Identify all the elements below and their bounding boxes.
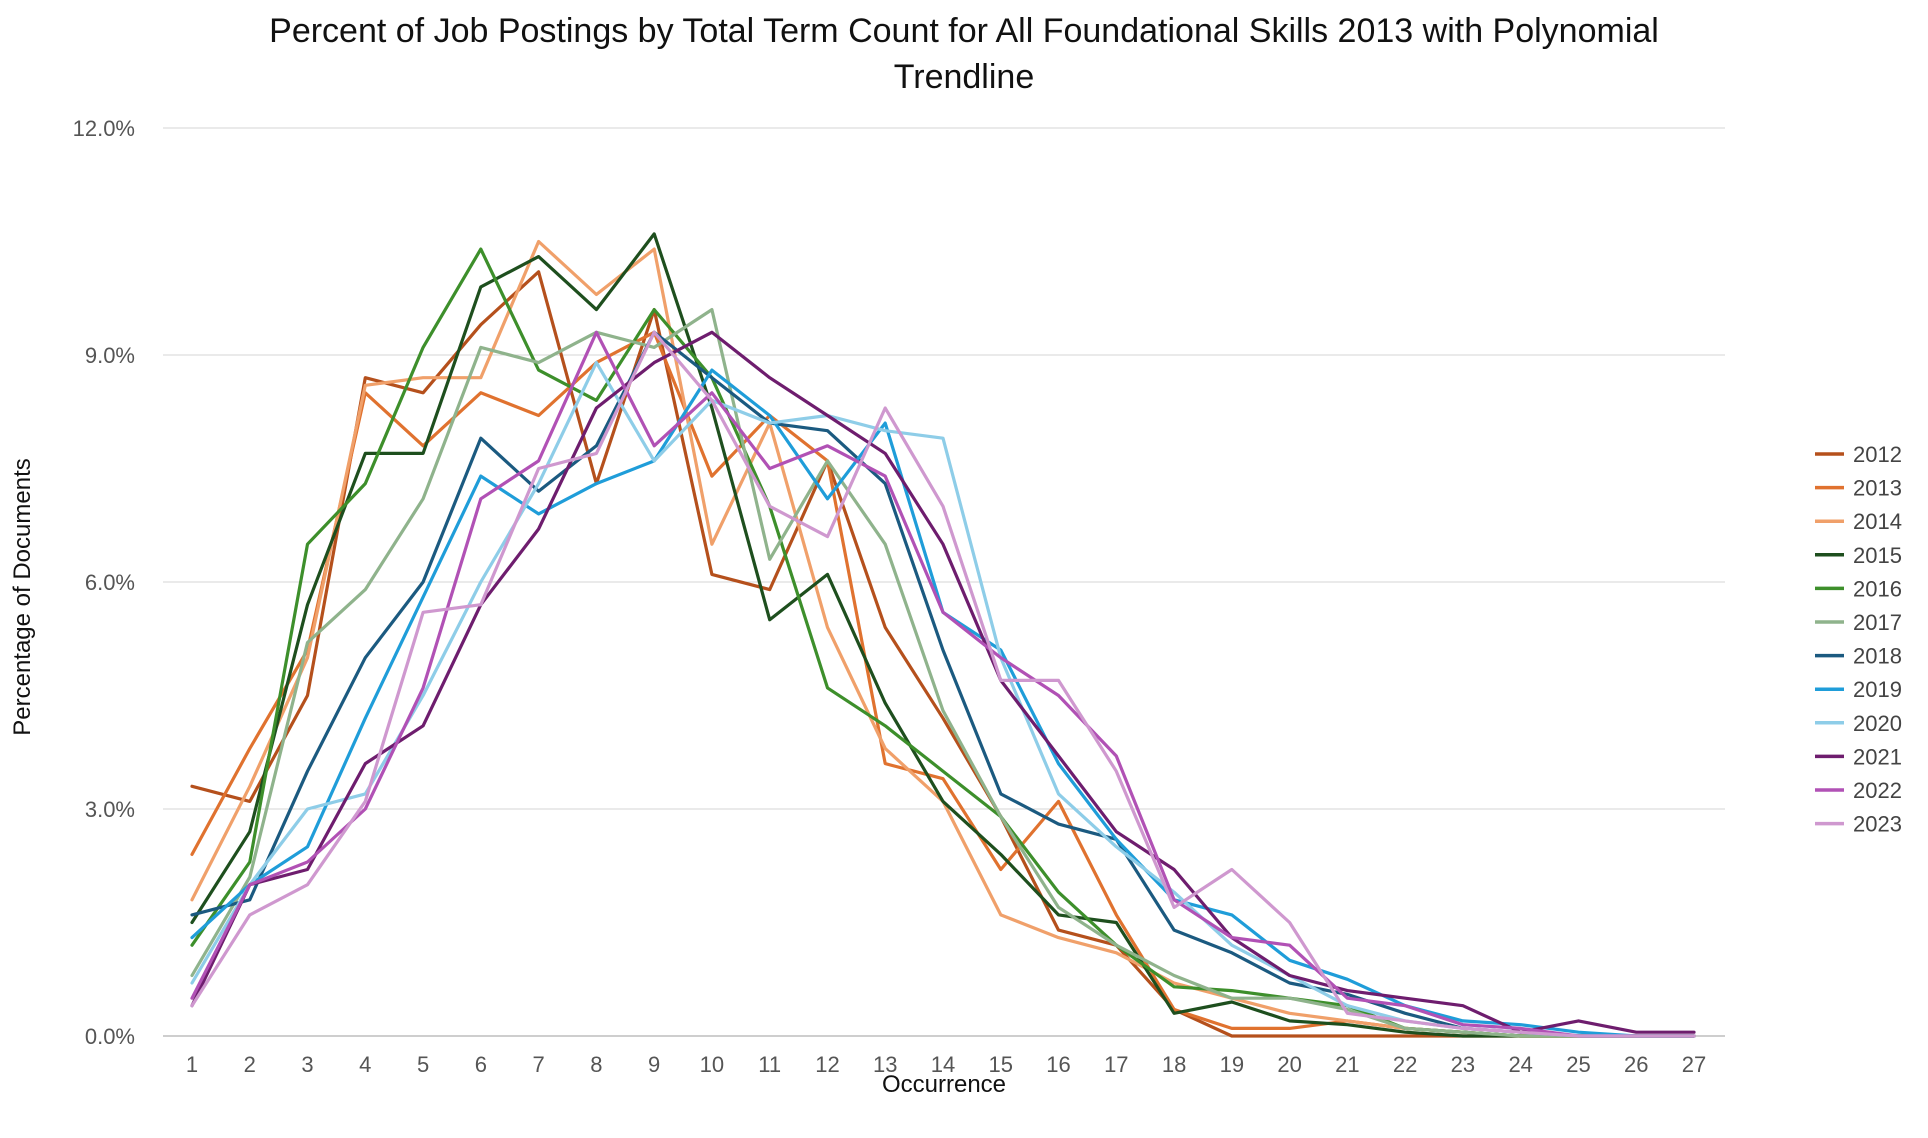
legend-label-2017: 2017: [1853, 610, 1902, 635]
x-tick-label: 1: [186, 1052, 198, 1077]
x-tick-label: 13: [873, 1052, 897, 1077]
legend-label-2020: 2020: [1853, 711, 1902, 736]
x-tick-label: 17: [1104, 1052, 1128, 1077]
series-line-2016: [190, 247, 1696, 1038]
legend-label-2023: 2023: [1853, 812, 1902, 837]
x-tick-label: 26: [1624, 1052, 1648, 1077]
y-tick-label: 3.0%: [85, 797, 135, 822]
y-axis-label: Percentage of Documents: [9, 458, 36, 736]
series-line-2018: [190, 330, 1696, 1038]
x-axis-ticks: 1 2 3 4 5 6 7 8 9 10 11 12 13 14 15 16 17 18 19 20 21 22 23 24 2…: [186, 1052, 1706, 1077]
x-tick-label: 8: [590, 1052, 602, 1077]
legend-label-2012: 2012: [1853, 442, 1902, 467]
series-line-2017: [190, 308, 1696, 1038]
x-tick-label: 2: [244, 1052, 256, 1077]
x-tick-label: 7: [532, 1052, 544, 1077]
y-tick-label: 0.0%: [85, 1024, 135, 1049]
series-lines: [190, 232, 1696, 1038]
legend-label-2014: 2014: [1853, 509, 1902, 534]
x-tick-label: 11: [758, 1052, 781, 1077]
x-tick-label: 12: [815, 1052, 839, 1077]
x-tick-label: 23: [1451, 1052, 1475, 1077]
gridlines: [163, 127, 1725, 1037]
chart-title-line-2: Trendline: [893, 58, 1035, 96]
chart-title-line-1: Percent of Job Postings by Total Term Co…: [269, 12, 1659, 50]
legend: 2012 2013 2014 2015 2016 2017 2018 2019 2020 2021…: [1815, 442, 1902, 837]
x-tick-label: 4: [359, 1052, 371, 1077]
series-line-2022: [190, 330, 1696, 1038]
legend-label-2022: 2022: [1853, 778, 1902, 803]
x-tick-label: 27: [1682, 1052, 1706, 1077]
x-tick-label: 20: [1277, 1052, 1301, 1077]
x-tick-label: 10: [700, 1052, 724, 1077]
x-tick-label: 25: [1566, 1052, 1590, 1077]
legend-label-2021: 2021: [1853, 744, 1902, 769]
legend-label-2019: 2019: [1853, 677, 1902, 702]
legend-label-2013: 2013: [1853, 476, 1902, 501]
x-tick-label: 24: [1508, 1052, 1532, 1077]
legend-label-2016: 2016: [1853, 576, 1902, 601]
x-tick-label: 9: [648, 1052, 660, 1077]
x-tick-label: 18: [1162, 1052, 1186, 1077]
x-tick-label: 19: [1220, 1052, 1244, 1077]
chart-title: Percent of Job Postings by Total Term Co…: [0, 8, 1928, 100]
y-tick-label: 12.0%: [73, 116, 135, 141]
x-tick-label: 14: [931, 1052, 955, 1077]
legend-label-2018: 2018: [1853, 644, 1902, 669]
x-tick-label: 16: [1046, 1052, 1070, 1077]
series-line-2021: [190, 330, 1696, 1034]
y-tick-label: 6.0%: [85, 570, 135, 595]
y-tick-label: 9.0%: [85, 343, 135, 368]
y-axis-ticks: 0.0% 3.0% 6.0% 9.0% 12.0%: [73, 116, 135, 1049]
series-line-2023: [190, 330, 1696, 1038]
x-axis-label: Occurrence: [882, 1071, 1006, 1098]
x-tick-label: 22: [1393, 1052, 1417, 1077]
x-tick-label: 5: [417, 1052, 429, 1077]
x-tick-label: 6: [475, 1052, 487, 1077]
x-tick-label: 21: [1335, 1052, 1359, 1077]
x-tick-label: 15: [989, 1052, 1013, 1077]
legend-label-2015: 2015: [1853, 543, 1902, 568]
x-tick-label: 3: [301, 1052, 313, 1077]
series-line-2015: [190, 232, 1696, 1038]
